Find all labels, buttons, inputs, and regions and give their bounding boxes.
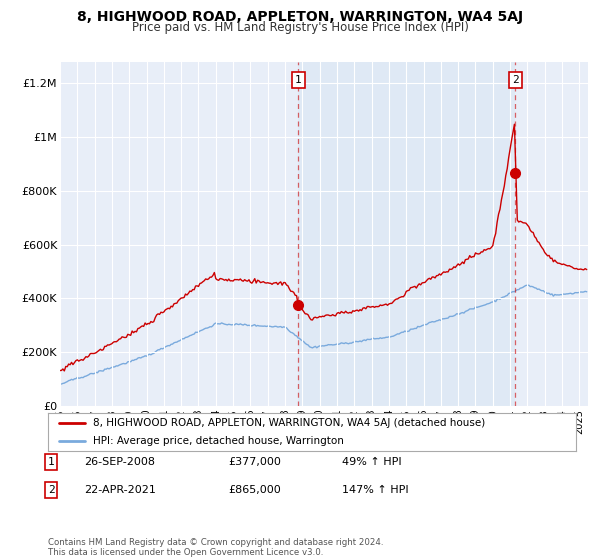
- Text: 2: 2: [512, 76, 518, 85]
- Text: Price paid vs. HM Land Registry's House Price Index (HPI): Price paid vs. HM Land Registry's House …: [131, 21, 469, 34]
- Text: 8, HIGHWOOD ROAD, APPLETON, WARRINGTON, WA4 5AJ (detached house): 8, HIGHWOOD ROAD, APPLETON, WARRINGTON, …: [93, 418, 485, 428]
- Text: 1: 1: [47, 457, 55, 467]
- Text: 26-SEP-2008: 26-SEP-2008: [84, 457, 155, 467]
- Text: Contains HM Land Registry data © Crown copyright and database right 2024.
This d: Contains HM Land Registry data © Crown c…: [48, 538, 383, 557]
- Text: 147% ↑ HPI: 147% ↑ HPI: [342, 485, 409, 495]
- Text: £865,000: £865,000: [228, 485, 281, 495]
- Bar: [298, 62, 515, 406]
- Text: 49% ↑ HPI: 49% ↑ HPI: [342, 457, 401, 467]
- Text: HPI: Average price, detached house, Warrington: HPI: Average price, detached house, Warr…: [93, 436, 344, 446]
- Text: 2: 2: [47, 485, 55, 495]
- Text: 8, HIGHWOOD ROAD, APPLETON, WARRINGTON, WA4 5AJ: 8, HIGHWOOD ROAD, APPLETON, WARRINGTON, …: [77, 10, 523, 24]
- Text: 22-APR-2021: 22-APR-2021: [84, 485, 156, 495]
- Text: 1: 1: [295, 76, 301, 85]
- Text: £377,000: £377,000: [228, 457, 281, 467]
